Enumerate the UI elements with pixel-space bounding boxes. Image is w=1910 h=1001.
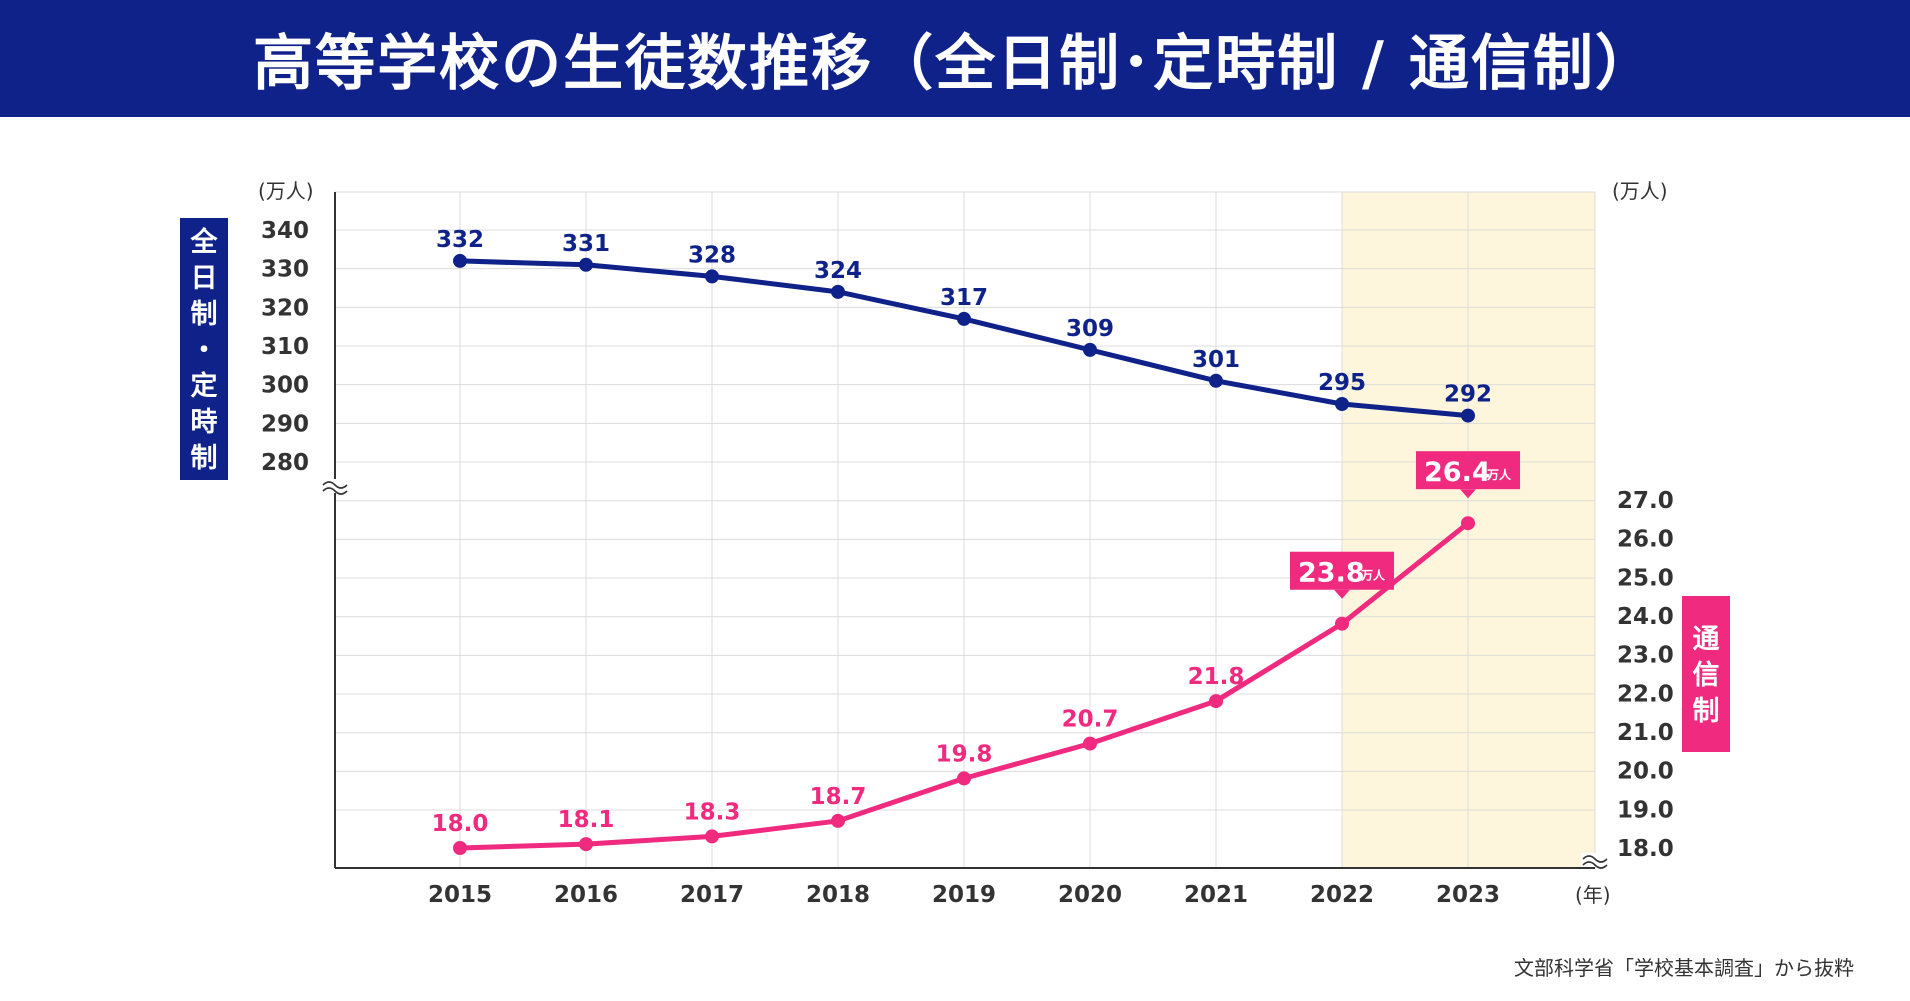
callout-value: 26.4 [1424, 457, 1491, 488]
data-point-fulltime [453, 253, 467, 268]
x-tick-label: 2023 [1436, 882, 1500, 908]
series-fulltime: 332 331 328 324 317 309 301 295 292 [436, 227, 1492, 423]
right-y-tick-label: 19.0 [1617, 797, 1674, 823]
data-label-correspondence: 18.3 [684, 799, 741, 825]
right-y-unit: (万人) [1612, 179, 1668, 203]
data-label-correspondence: 18.7 [810, 784, 867, 810]
data-point-correspondence [453, 841, 467, 855]
left-y-tick-label: 300 [261, 373, 309, 399]
callout-pointer [1334, 589, 1350, 599]
right-y-tick-label: 23.0 [1617, 643, 1674, 669]
data-point-fulltime [1335, 397, 1349, 411]
break-wave [1582, 855, 1608, 863]
gridlines [335, 191, 1596, 868]
left-y-tick-label: 330 [261, 257, 309, 283]
left-y-tick-label: 280 [261, 450, 309, 476]
left-y-tick-label: 310 [261, 334, 309, 360]
callout-box [1290, 551, 1394, 590]
right-y-tick-label: 25.0 [1617, 565, 1674, 591]
right-y-tick-label: 20.0 [1617, 759, 1674, 785]
data-label-fulltime: 317 [940, 285, 988, 311]
page-title: 高等学校の生徒数推移（全日制･定時制 / 通信制） [253, 29, 1657, 99]
data-point-correspondence [1335, 616, 1349, 631]
callout-value: 23.8 [1298, 558, 1365, 589]
callout-pointer [1460, 489, 1476, 499]
data-point-fulltime [1083, 342, 1097, 357]
data-point-correspondence [705, 829, 719, 844]
x-axis-unit: (年) [1575, 883, 1611, 907]
data-point-fulltime [705, 269, 719, 284]
data-label-correspondence: 19.8 [936, 741, 993, 767]
right-y-tick-label: 22.0 [1617, 681, 1674, 707]
left-y-tick-label: 290 [261, 411, 309, 437]
right-y-tick-label: 26.0 [1617, 527, 1674, 553]
callout-unit: 万人 [1360, 568, 1386, 583]
data-point-fulltime [1209, 373, 1223, 388]
data-label-fulltime: 292 [1444, 382, 1492, 408]
left-y-tick-label: 340 [261, 218, 309, 244]
data-point-correspondence [831, 813, 845, 828]
x-tick-label: 2017 [680, 882, 744, 908]
callout-box [1416, 451, 1520, 490]
break-wave [322, 487, 348, 495]
source-note: 文部科学省「学校基本調査」から抜粋 [1514, 956, 1854, 980]
data-label-fulltime: 324 [814, 258, 862, 284]
data-point-fulltime [579, 257, 593, 272]
x-tick-label: 2018 [806, 882, 870, 908]
data-label-fulltime: 295 [1318, 370, 1366, 396]
right-y-tick-label: 21.0 [1617, 720, 1674, 746]
data-label-fulltime: 309 [1066, 316, 1114, 342]
legend-fulltime: 全日制・定時制 [180, 218, 228, 480]
right-axis-break-icon [1581, 853, 1609, 869]
callout-label: 23.8万人 [1290, 551, 1394, 599]
data-label-fulltime: 328 [688, 242, 736, 268]
data-label-correspondence: 18.1 [558, 807, 615, 833]
data-point-correspondence [1461, 516, 1475, 531]
data-point-correspondence [957, 771, 971, 786]
data-label-fulltime: 331 [562, 231, 610, 257]
x-tick-label: 2021 [1184, 882, 1248, 908]
left-y-unit: (万人) [258, 179, 314, 203]
legend-label: 通信制 [1693, 624, 1720, 727]
data-label-correspondence: 21.8 [1188, 664, 1245, 690]
left-axis-break-icon [321, 479, 349, 495]
title-banner: 高等学校の生徒数推移（全日制･定時制 / 通信制） [0, 0, 1910, 117]
data-point-fulltime [957, 311, 971, 326]
x-tick-label: 2015 [428, 882, 492, 908]
legend-label: 全日制・定時制 [190, 226, 219, 474]
data-label-correspondence: 18.0 [432, 811, 489, 837]
x-tick-label: 2016 [554, 882, 618, 908]
right-y-tick-label: 27.0 [1617, 488, 1674, 514]
legend-box [1682, 596, 1730, 752]
data-label-fulltime: 332 [436, 227, 484, 253]
x-tick-label: 2020 [1058, 882, 1122, 908]
series-correspondence: 18.0 18.1 18.3 18.7 19.8 20.7 21.8 [432, 516, 1475, 855]
x-tick-label: 2019 [932, 882, 996, 908]
data-point-correspondence [579, 837, 593, 852]
break-wave [322, 481, 348, 489]
x-tick-label: 2022 [1310, 882, 1374, 908]
legend-box [180, 218, 228, 480]
data-point-correspondence [1209, 694, 1223, 709]
data-label-correspondence: 20.7 [1062, 707, 1119, 733]
data-point-correspondence [1083, 736, 1097, 751]
callout-label: 26.4万人 [1416, 451, 1520, 499]
right-y-tick-label: 24.0 [1617, 604, 1674, 630]
left-y-tick-label: 320 [261, 295, 309, 321]
data-point-fulltime [831, 284, 845, 299]
data-point-fulltime [1461, 408, 1475, 423]
legend-correspondence: 通信制 [1682, 596, 1730, 752]
break-wave [1582, 861, 1608, 869]
callout-unit: 万人 [1486, 467, 1512, 482]
right-y-tick-label: 18.0 [1617, 836, 1674, 862]
data-label-fulltime: 301 [1192, 347, 1240, 373]
